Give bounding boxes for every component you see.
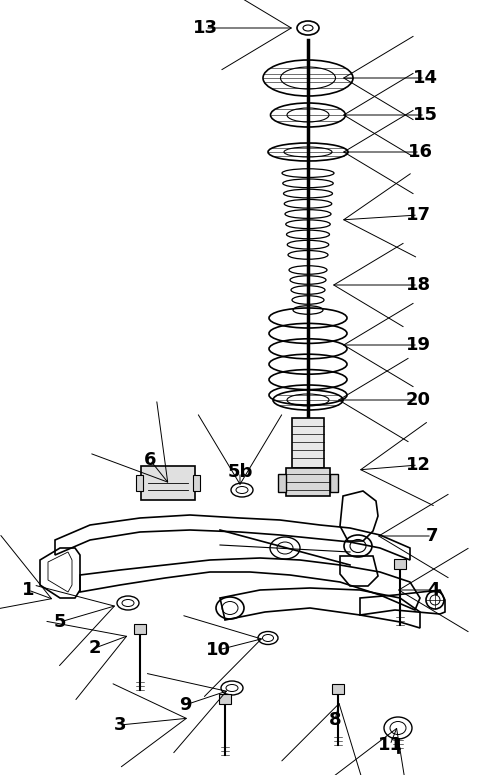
Text: 17: 17 (406, 206, 430, 224)
Text: 2: 2 (89, 639, 101, 657)
FancyBboxPatch shape (141, 466, 195, 500)
Text: 19: 19 (406, 336, 430, 354)
FancyBboxPatch shape (330, 474, 338, 492)
Text: 10: 10 (205, 641, 230, 659)
Text: 1: 1 (22, 581, 34, 599)
Text: 8: 8 (329, 711, 341, 729)
Bar (394, 559, 406, 569)
Text: 7: 7 (426, 527, 438, 545)
Text: 5b: 5b (227, 463, 253, 481)
Bar (332, 684, 344, 694)
Text: 11: 11 (378, 736, 403, 754)
Text: 9: 9 (179, 696, 191, 714)
Bar (134, 624, 146, 634)
FancyBboxPatch shape (278, 474, 286, 492)
Text: 6: 6 (144, 451, 156, 469)
Text: 16: 16 (407, 143, 432, 161)
Text: 5: 5 (54, 613, 66, 631)
Text: 13: 13 (192, 19, 218, 37)
FancyBboxPatch shape (193, 475, 200, 491)
Text: 3: 3 (114, 716, 126, 734)
Text: 14: 14 (412, 69, 438, 87)
Text: 18: 18 (406, 276, 430, 294)
Bar (219, 694, 231, 704)
FancyBboxPatch shape (292, 418, 324, 468)
Text: 12: 12 (406, 456, 430, 474)
FancyBboxPatch shape (286, 468, 330, 496)
Text: 15: 15 (412, 106, 438, 124)
Text: 4: 4 (427, 581, 439, 599)
FancyBboxPatch shape (136, 475, 143, 491)
Text: 20: 20 (406, 391, 430, 409)
